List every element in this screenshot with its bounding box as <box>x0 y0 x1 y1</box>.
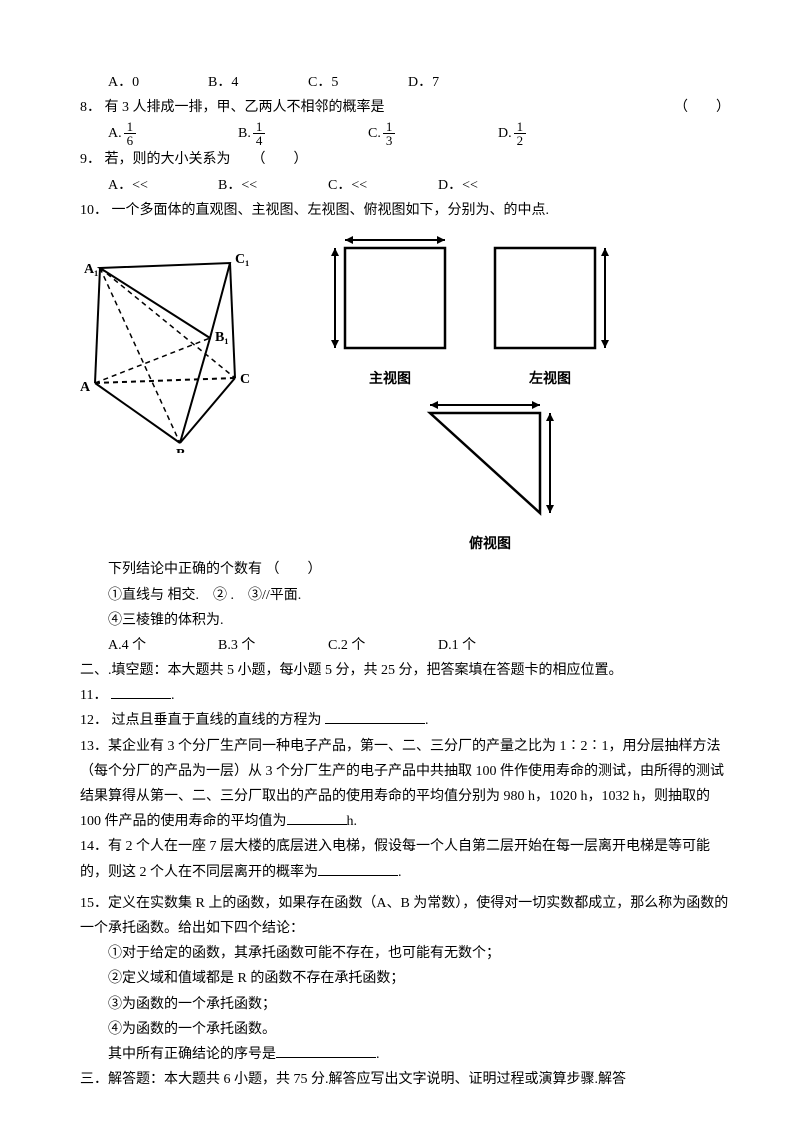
q9-num: 9． <box>80 152 101 167</box>
q7-opt-b: B．4 <box>208 70 308 95</box>
q10-figures: A₁ C₁ B₁ A C B <box>80 233 730 557</box>
q8-opt-a: A. 16 <box>108 120 238 147</box>
q10: 10． 一个多面体的直观图、主视图、左视图、俯视图如下，分别为、的中点. <box>80 198 730 223</box>
label-c: C <box>240 372 250 387</box>
q10-text: 一个多面体的直观图、主视图、左视图、俯视图如下，分别为、的中点. <box>112 203 550 218</box>
q11-num: 11． <box>80 688 107 703</box>
q15-tail: 其中所有正确结论的序号是. <box>80 1042 730 1067</box>
q10-opt-d: D.1 个 <box>438 633 548 658</box>
q8-options: A. 16 B. 14 C. 13 D. 12 <box>80 120 730 147</box>
q13: 13．某企业有 3 个分厂生产同一种电子产品，第一、二、三分厂的产量之比为 1∶… <box>80 734 730 835</box>
q8-opt-c: C. 13 <box>368 120 498 147</box>
label-b: B <box>176 447 185 453</box>
q10-options: A.4 个 B.3 个 C.2 个 D.1 个 <box>80 633 730 658</box>
q9-opt-d: D．<< <box>438 173 548 198</box>
q13-blank <box>287 810 347 825</box>
q9-opt-c: C．<< <box>328 173 438 198</box>
label-a: A <box>80 380 91 395</box>
q8: 8． 有 3 人排成一排，甲、乙两人不相邻的概率是 （ ） <box>80 95 730 120</box>
left-view: 左视图 <box>480 233 620 392</box>
q12-num: 12． <box>80 713 108 728</box>
q7-opt-c: C．5 <box>308 70 408 95</box>
q10-item1: ①直线与 相交. ② . ③//平面. <box>80 583 730 608</box>
q15-num: 15． <box>80 896 108 911</box>
label-b1: B₁ <box>215 330 229 345</box>
q12-blank <box>325 709 425 724</box>
q15-item4: ④为函数的一个承托函数。 <box>80 1017 730 1042</box>
q7-options: A．0 B．4 C．5 D．7 <box>80 70 730 95</box>
q8-text: 有 3 人排成一排，甲、乙两人不相邻的概率是 <box>105 100 385 115</box>
q15-item3: ③为函数的一个承托函数； <box>80 992 730 1017</box>
q9-options: A．<< B．<< C．<< D．<< <box>80 173 730 198</box>
q14-num: 14． <box>80 839 108 854</box>
top-view: 俯视图 <box>410 398 570 557</box>
q9-opt-b: B．<< <box>218 173 328 198</box>
q8-opt-d: D. 12 <box>498 120 628 147</box>
q13-text: 某企业有 3 个分厂生产同一种电子产品，第一、二、三分厂的产量之比为 1∶2∶1… <box>80 739 724 830</box>
q9-text: 若，则的大小关系为 （ ） <box>105 152 308 167</box>
q8-paren: （ ） <box>674 95 730 120</box>
section2-title: 二、.填空题：本大题共 5 小题，每小题 5 分，共 25 分，把答案填在答题卡… <box>80 658 730 683</box>
front-view-label: 主视图 <box>369 367 411 392</box>
top-view-label: 俯视图 <box>469 532 511 557</box>
left-view-label: 左视图 <box>529 367 571 392</box>
q11-blank <box>111 684 171 699</box>
q12-text: 过点且垂直于直线的直线的方程为 <box>112 713 322 728</box>
q10-num: 10． <box>80 203 108 218</box>
q15-item1: ①对于给定的函数，其承托函数可能不存在，也可能有无数个； <box>80 941 730 966</box>
label-a1: A₁ <box>84 262 98 277</box>
label-c1: C₁ <box>235 252 249 267</box>
q9-opt-a: A．<< <box>108 173 218 198</box>
q7-opt-a: A．0 <box>108 70 208 95</box>
q11: 11． . <box>80 683 730 708</box>
q10-sub: 下列结论中正确的个数有 （ ） <box>80 557 730 582</box>
q15-blank <box>276 1043 376 1058</box>
q14: 14．有 2 个人在一座 7 层大楼的底层进入电梯，假设每一个人自第二层开始在每… <box>80 834 730 884</box>
q15-text: 定义在实数集 R 上的函数，如果存在函数（A、B 为常数），使得对一切实数都成立… <box>80 896 728 936</box>
q9: 9． 若，则的大小关系为 （ ） <box>80 147 730 172</box>
q15: 15．定义在实数集 R 上的函数，如果存在函数（A、B 为常数），使得对一切实数… <box>80 891 730 941</box>
q13-unit: h. <box>347 814 358 829</box>
front-view: 主视图 <box>320 233 460 392</box>
oblique-view: A₁ C₁ B₁ A C B <box>80 233 290 453</box>
q8-num: 8． <box>80 100 101 115</box>
q14-blank <box>318 861 398 876</box>
q10-opt-b: B.3 个 <box>218 633 328 658</box>
q10-opt-a: A.4 个 <box>108 633 218 658</box>
q10-item4: ④三棱锥的体积为. <box>80 608 730 633</box>
q7-opt-d: D．7 <box>408 70 558 95</box>
q10-opt-c: C.2 个 <box>328 633 438 658</box>
q8-opt-b: B. 14 <box>238 120 368 147</box>
q15-item2: ②定义域和值域都是 R 的函数不存在承托函数； <box>80 966 730 991</box>
q12: 12． 过点且垂直于直线的直线的方程为 . <box>80 708 730 733</box>
section3-title: 三．解答题：本大题共 6 小题，共 75 分.解答应写出文字说明、证明过程或演算… <box>80 1067 730 1092</box>
q13-num: 13． <box>80 739 108 754</box>
